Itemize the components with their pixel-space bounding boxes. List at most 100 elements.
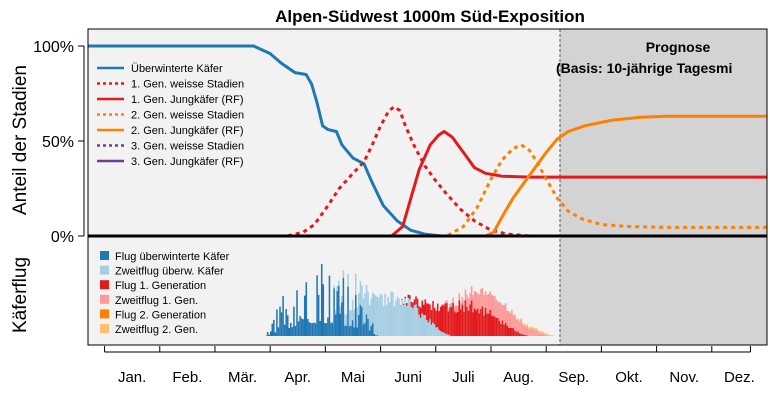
flight-bar [521,323,524,325]
flight-bar [487,313,490,336]
flight-bar [322,284,325,336]
flight-bar [424,315,427,336]
flight-bar [282,296,284,336]
legend-label: Flug 1. Generation [115,280,206,292]
flight-bar [345,325,348,336]
series-line [88,114,767,238]
flight-bar [419,317,422,336]
flight-bar [368,305,371,331]
flight-bar [415,304,417,336]
flight-bar [378,297,380,336]
flight-bar [401,299,403,336]
flight-bar [424,299,427,316]
flight-bar [427,322,430,336]
flight-bar [288,328,291,336]
flight-bar [509,327,512,336]
flight-bar [327,317,329,336]
flight-bar [344,314,346,326]
flight-bar [540,333,542,336]
flight-bar [514,315,516,331]
flight-bar [472,295,474,313]
flight-bar [455,305,457,313]
flight-bar [435,310,437,328]
flight-bar [546,335,549,336]
flight-bar [466,306,468,336]
flight-bar [463,311,465,336]
flight-bar [393,306,396,336]
flight-bar [470,300,473,336]
flight-bar [515,331,518,336]
flight-bar [334,310,337,315]
flight-bar [461,304,464,336]
x-tick-label: Jan. [118,369,146,386]
flight-bar [443,304,445,306]
flight-bar [283,324,286,336]
flight-bar [481,288,484,307]
legend-label: Zweitflug überw. Käfer [115,266,224,278]
flight-bar [291,327,294,336]
flight-bar [345,314,348,326]
flight-bar [495,299,498,318]
flight-bar [460,302,462,310]
flight-bar [438,330,440,336]
flight-bar [413,305,416,336]
flight-bar [480,308,482,336]
flight-bar [455,312,457,336]
flight-bar [407,297,410,336]
flight-bar [512,315,515,329]
x-tick-label: Juni [394,369,422,386]
flight-bars [265,264,555,336]
flight-bar [331,323,334,336]
flight-bar [405,303,408,306]
flight-bar [336,290,338,336]
flight-bar [333,285,335,289]
flight-bar [535,330,538,336]
flight-bar [501,320,504,336]
flight-bar [551,335,553,336]
flight-bar [361,285,363,307]
flight-bar [311,323,314,336]
flight-bar [361,306,363,336]
flight-bar [472,312,474,336]
flight-bar [453,311,456,336]
flight-bar [364,322,366,336]
flight-bar [507,327,510,336]
flight-bar [518,320,521,323]
flight-bar [426,320,428,336]
flight-bar [290,322,292,336]
flight-bar [384,293,386,336]
flight-bar [483,295,485,316]
flight-bar [460,309,462,336]
flight-bar [436,303,439,328]
legend-label: Überwinterte Käfer [131,63,223,75]
flight-bar [362,298,365,325]
flight-bar [370,325,372,336]
flight-bar [473,308,476,336]
flight-bar [286,315,289,336]
flight-bar [409,295,411,300]
flight-bar [439,306,442,307]
flight-bar [517,319,519,332]
flight-bar [276,309,278,336]
flight-bar [444,301,447,304]
flight-bar [404,298,406,336]
y-axis: 100% 50% 0% [33,39,85,246]
flight-bar [494,296,496,317]
flight-bar [333,288,335,336]
legend-label: 2. Gen. weisse Stadien [131,110,244,122]
flight-bar [407,294,410,298]
prognose-title: Prognose [646,39,711,55]
flight-bar [336,286,338,291]
flight-bar [279,306,281,336]
flight-bar [370,298,372,326]
x-tick-label: Mär. [228,369,257,386]
flight-bar [395,300,397,336]
flight-bar [504,322,507,336]
flight-bar [464,289,467,301]
flight-bar [517,331,519,336]
flight-bar [545,333,547,335]
flight-bar [452,297,454,303]
flight-bar [528,327,530,330]
series-line [88,143,767,238]
